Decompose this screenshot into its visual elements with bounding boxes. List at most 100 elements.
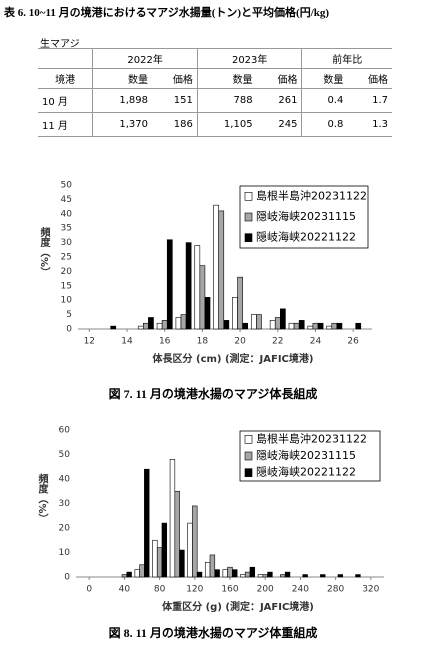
x-tick-label: 14: [121, 337, 133, 347]
y-tick-label: 0: [66, 325, 72, 335]
bar: [331, 322, 338, 330]
bar: [237, 276, 243, 330]
bar: [267, 571, 273, 578]
bar: [156, 547, 163, 578]
y-tick-label: 60: [59, 426, 71, 436]
chart-caption: 図 7. 11 月の境港水揚のマアジ体長組成: [109, 386, 318, 401]
legend-label: 隠岐海峡20231115: [256, 209, 356, 223]
legend-box: [239, 430, 381, 482]
bar: [320, 574, 326, 578]
bar: [148, 317, 154, 330]
x-tick-label: 80: [154, 585, 166, 595]
bar: [232, 569, 238, 578]
y-axis-label: 頻度（%）: [36, 472, 49, 523]
bar: [156, 322, 163, 330]
bar: [180, 314, 187, 330]
y-axis-label: 頻度（%）: [38, 226, 51, 277]
bar: [144, 468, 150, 578]
bar: [250, 314, 257, 330]
bar: [204, 297, 211, 330]
header-cell: 数量: [92, 68, 152, 89]
cell: 10 月: [38, 88, 93, 113]
bar: [213, 204, 219, 330]
legend-swatch: [244, 233, 253, 242]
bar: [179, 549, 185, 578]
bar: [284, 571, 291, 578]
bar: [244, 571, 251, 578]
bar: [134, 569, 140, 578]
y-tick-label: 25: [61, 253, 72, 263]
bar: [293, 322, 300, 330]
bar: [269, 320, 276, 330]
y-tick-label: 20: [59, 524, 71, 534]
y-tick-label: 40: [61, 209, 73, 219]
y-tick-label: 50: [59, 450, 71, 460]
table-label: 生マアジ: [40, 39, 80, 50]
y-tick-label: 5: [66, 310, 72, 320]
bar: [121, 574, 128, 578]
bar: [152, 539, 158, 578]
header-cell: 数量: [196, 68, 257, 89]
bar: [166, 239, 173, 330]
header-cell: 2023年: [196, 48, 302, 69]
y-tick-label: 30: [61, 238, 73, 248]
x-tick-label: 320: [362, 585, 379, 595]
cell: 186: [151, 112, 198, 137]
x-tick-label: 40: [119, 585, 131, 595]
y-tick-label: 45: [61, 195, 72, 205]
bar: [137, 325, 144, 330]
header-cell: 2022年: [92, 48, 198, 69]
header-cell: [38, 48, 93, 69]
y-tick-label: 40: [59, 475, 71, 485]
bar: [355, 322, 362, 330]
cell: 1,370: [92, 112, 152, 137]
y-tick-label: 20: [61, 267, 73, 277]
bar: [262, 574, 268, 578]
x-tick-label: 160: [221, 585, 238, 595]
table-row: 11 月 1,370 186 1,105 245 0.8 1.3: [38, 112, 392, 137]
bar: [257, 574, 264, 578]
legend-label: 隠岐海峡20221122: [256, 230, 356, 244]
bar: [161, 522, 168, 578]
cell: 788: [196, 88, 257, 113]
bar: [192, 505, 198, 578]
bar: [274, 317, 281, 330]
bar: [242, 322, 249, 330]
x-tick-label: 12: [84, 337, 95, 347]
x-axis-label: 体重区分 (g) (測定：JAFIC境港): [162, 600, 314, 613]
y-tick-label: 10: [59, 548, 71, 558]
y-tick-label: 10: [61, 296, 73, 306]
bar: [218, 210, 225, 330]
bar: [240, 574, 246, 578]
bar: [196, 571, 203, 578]
bar: [187, 522, 193, 578]
legend-swatch: [244, 435, 253, 444]
legend-swatch: [244, 212, 253, 222]
bar: [161, 320, 168, 330]
bar: [110, 325, 117, 330]
table-row: 10 月 1,898 151 788 261 0.4 1.7: [38, 88, 392, 113]
bar: [214, 569, 220, 578]
bar: [355, 574, 361, 578]
y-tick-label: 30: [59, 499, 71, 509]
bar: [337, 574, 344, 578]
header-cell: 価格: [151, 68, 198, 89]
bar: [126, 571, 132, 578]
cell: 245: [256, 112, 302, 137]
legend-label: 隠岐海峡20231115: [256, 448, 356, 462]
header-cell: 価格: [347, 68, 392, 89]
x-tick-label: 0: [86, 585, 92, 595]
x-tick-label: 200: [257, 585, 274, 595]
y-tick-label: 35: [61, 224, 72, 234]
y-tick-label: 50: [61, 181, 73, 191]
cell: 0.8: [301, 112, 348, 137]
cell: 1,898: [92, 88, 152, 113]
cell: 1.7: [347, 88, 392, 113]
data-table: 2022年 2023年 前年比 境港 数量 価格 数量 価格 数量 価格 10 …: [38, 48, 392, 137]
bar: [302, 574, 308, 578]
header-cell: 価格: [256, 68, 302, 89]
legend-swatch: [244, 192, 253, 201]
bar: [326, 325, 333, 330]
cell: 261: [256, 88, 302, 113]
